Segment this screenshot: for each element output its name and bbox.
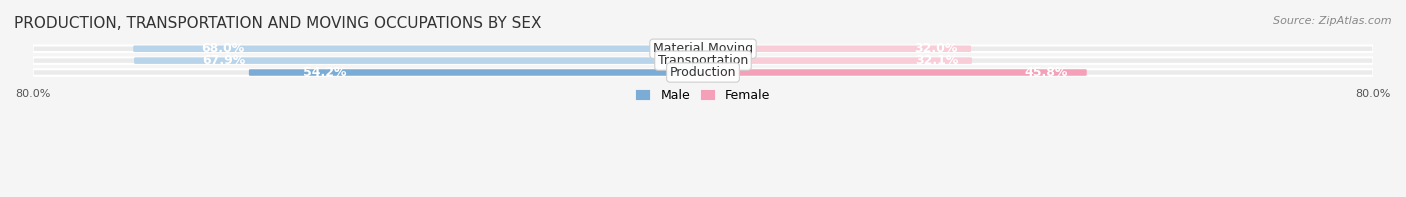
Text: Source: ZipAtlas.com: Source: ZipAtlas.com xyxy=(1274,16,1392,26)
Text: 32.1%: 32.1% xyxy=(915,54,959,67)
Text: 45.8%: 45.8% xyxy=(1024,66,1067,79)
Text: Production: Production xyxy=(669,66,737,79)
FancyBboxPatch shape xyxy=(249,69,703,76)
FancyBboxPatch shape xyxy=(32,69,1374,76)
Legend: Male, Female: Male, Female xyxy=(636,89,770,102)
Text: PRODUCTION, TRANSPORTATION AND MOVING OCCUPATIONS BY SEX: PRODUCTION, TRANSPORTATION AND MOVING OC… xyxy=(14,16,541,31)
FancyBboxPatch shape xyxy=(134,57,703,64)
FancyBboxPatch shape xyxy=(703,69,1087,76)
Text: Material Moving: Material Moving xyxy=(652,42,754,55)
FancyBboxPatch shape xyxy=(703,46,972,52)
FancyBboxPatch shape xyxy=(32,57,1374,64)
FancyBboxPatch shape xyxy=(134,46,703,52)
Text: 32.0%: 32.0% xyxy=(914,42,957,55)
Text: 68.0%: 68.0% xyxy=(201,42,245,55)
FancyBboxPatch shape xyxy=(32,46,1374,52)
Text: Transportation: Transportation xyxy=(658,54,748,67)
Text: 54.2%: 54.2% xyxy=(304,66,347,79)
FancyBboxPatch shape xyxy=(703,57,972,64)
Text: 67.9%: 67.9% xyxy=(202,54,246,67)
